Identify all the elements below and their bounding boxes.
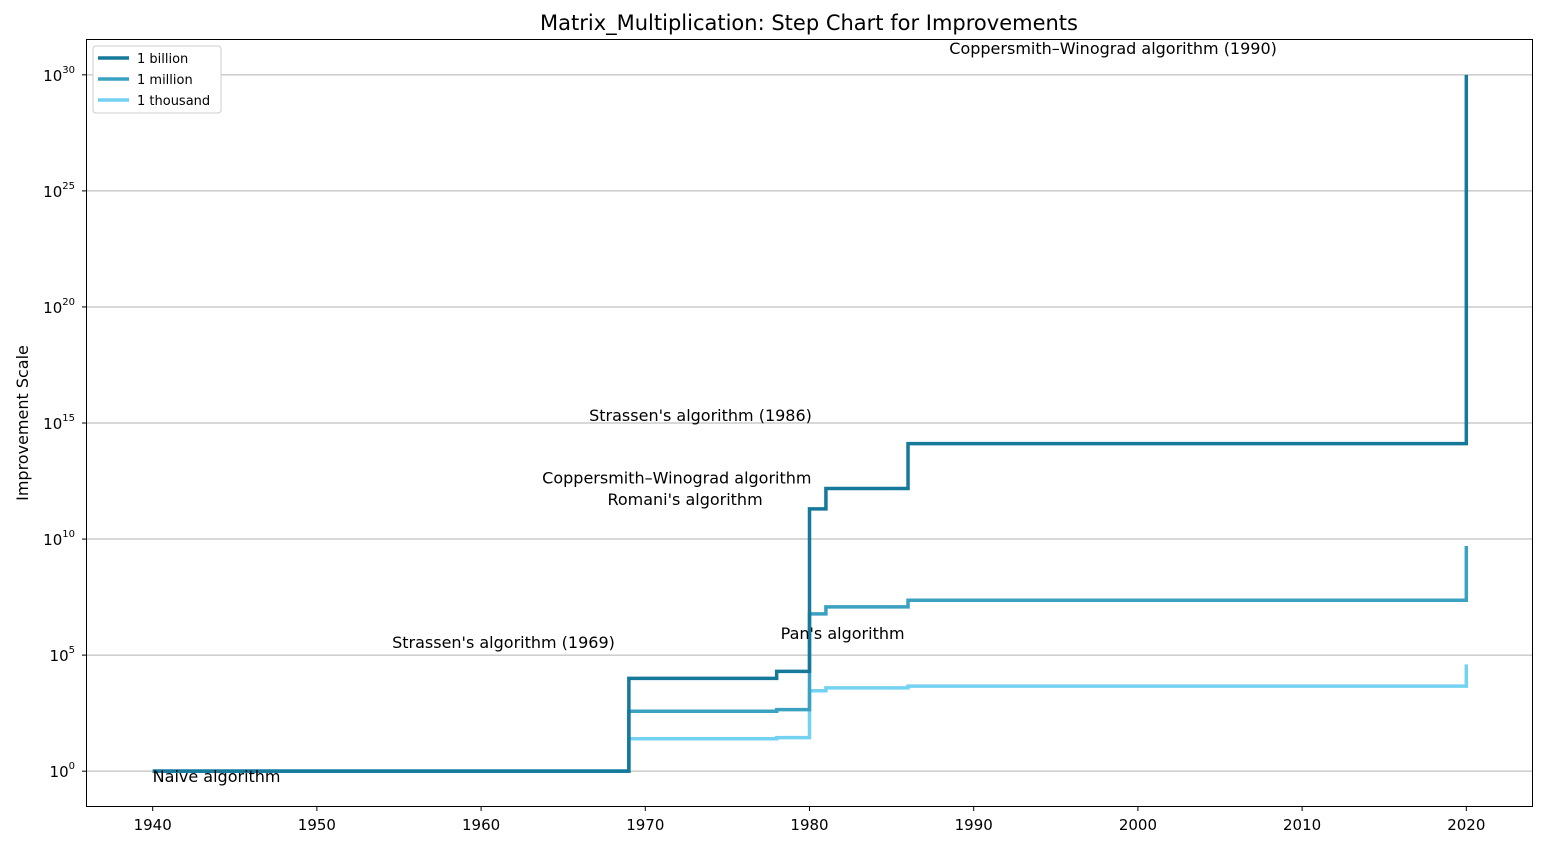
x-tick-label: 1980 xyxy=(790,816,828,834)
chart-title: Matrix_Multiplication: Step Chart for Im… xyxy=(540,11,1078,36)
y-axis-ticks: 100 105 1010 1015 1020 1025 1030 xyxy=(43,65,87,781)
legend-box xyxy=(92,45,222,114)
y-tick-label: 105 xyxy=(50,645,75,665)
x-tick-label: 1950 xyxy=(298,816,336,834)
x-tick-label: 2000 xyxy=(1119,816,1157,834)
legend-entry-label: 1 billion xyxy=(137,52,188,67)
y-tick-label: 1030 xyxy=(43,65,75,85)
x-tick-label: 1990 xyxy=(955,816,993,834)
annotation-label: Strassen's algorithm (1986) xyxy=(589,406,812,425)
y-tick-label: 1015 xyxy=(43,413,75,433)
x-tick-label: 2020 xyxy=(1447,816,1485,834)
y-tick-label: 1025 xyxy=(43,181,75,201)
annotation-label: Pan's algorithm xyxy=(781,624,905,643)
annotation-label: Naive algorithm xyxy=(153,767,281,786)
annotation-label: Coppersmith–Winograd algorithm xyxy=(542,468,811,487)
y-axis-label: Improvement Scale xyxy=(13,345,32,501)
y-tick-label: 1020 xyxy=(43,297,75,317)
legend-entry-label: 1 million xyxy=(137,73,193,88)
series-line-1-billion xyxy=(152,74,1469,773)
annotation-label: Strassen's algorithm (1969) xyxy=(392,633,615,652)
annotations: Naive algorithm Strassen's algorithm (196… xyxy=(153,39,1277,786)
series-lines xyxy=(152,74,1469,773)
x-tick-label: 2010 xyxy=(1283,816,1321,834)
legend-entry-label: 1 thousand xyxy=(137,94,210,109)
annotation-label: Romani's algorithm xyxy=(607,490,762,509)
y-tick-label: 100 xyxy=(50,761,75,781)
x-tick-label: 1940 xyxy=(134,816,172,834)
y-tick-label: 1010 xyxy=(43,529,75,549)
legend: 1 billion 1 million 1 thousand xyxy=(92,45,222,114)
x-tick-label: 1970 xyxy=(626,816,664,834)
x-tick-label: 1960 xyxy=(462,816,500,834)
x-axis-ticks: 1940 1950 1960 1970 1980 1990 2000 2010 2020 xyxy=(134,806,1485,834)
annotation-label: Coppersmith–Winograd algorithm (1990) xyxy=(949,39,1277,58)
